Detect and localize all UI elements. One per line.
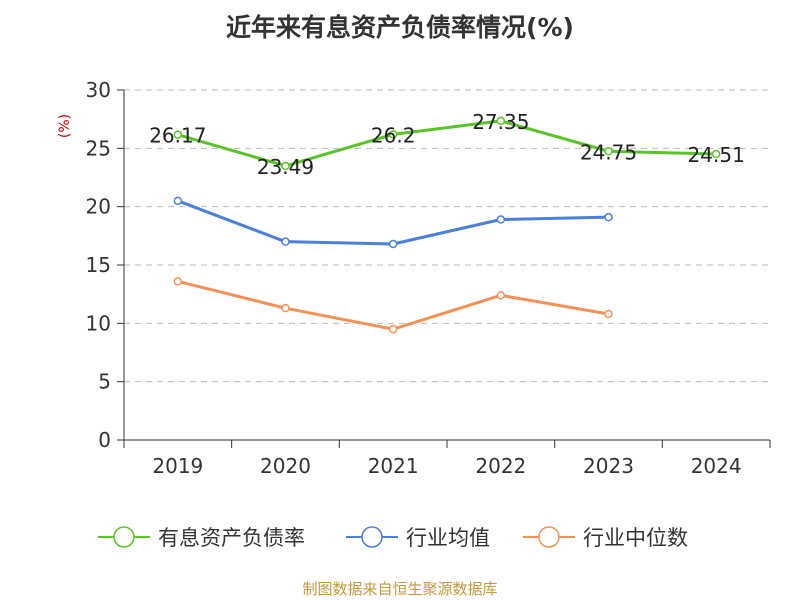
x-tick-label: 2019 bbox=[152, 454, 203, 478]
x-tick-label: 2024 bbox=[691, 454, 742, 478]
legend-item: 有息资产负债率 bbox=[98, 526, 305, 550]
x-tick-label: 2022 bbox=[475, 454, 526, 478]
data-point bbox=[604, 147, 613, 156]
data-label: 27.35 bbox=[472, 110, 529, 134]
legend-label: 有息资产负债率 bbox=[158, 526, 305, 550]
series-line bbox=[177, 199, 609, 246]
data-label: 26.17 bbox=[149, 124, 206, 148]
data-point bbox=[281, 303, 290, 313]
data-labels: 26.17 23.49 26.2 27.35 24.75 24.51 bbox=[149, 110, 745, 179]
x-tick-label: 2023 bbox=[583, 454, 634, 478]
data-point bbox=[281, 161, 290, 171]
data-label: 24.75 bbox=[580, 140, 637, 164]
legend-label: 行业均值 bbox=[406, 526, 490, 550]
data-point bbox=[173, 196, 183, 206]
legend-swatch-marker bbox=[361, 526, 383, 548]
data-point bbox=[604, 212, 613, 222]
chart-title: 近年来有息资产负债率情况(%) bbox=[226, 13, 574, 42]
data-label: 24.51 bbox=[688, 143, 745, 167]
x-tick-label: 2021 bbox=[368, 454, 419, 478]
legend-item: 行业中位数 bbox=[523, 526, 688, 550]
y-tick-label: 10 bbox=[86, 311, 111, 335]
y-tick-label: 30 bbox=[86, 78, 111, 102]
legend-swatch-marker bbox=[538, 526, 560, 548]
y-tick-label: 5 bbox=[98, 370, 111, 394]
data-point bbox=[604, 309, 613, 319]
chart-source: 制图数据来自恒生聚源数据库 bbox=[302, 580, 498, 598]
data-point bbox=[496, 215, 506, 224]
data-point bbox=[281, 237, 290, 246]
data-label: 26.2 bbox=[371, 123, 416, 147]
legend-item: 行业均值 bbox=[346, 526, 490, 550]
grid-lines bbox=[124, 89, 770, 383]
data-point bbox=[388, 239, 398, 249]
x-tick-label: 2020 bbox=[260, 454, 311, 478]
legend: 有息资产负债率 行业均值 行业中位数 bbox=[98, 526, 688, 550]
data-point bbox=[173, 277, 183, 286]
y-tick-label: 20 bbox=[86, 195, 111, 219]
data-point bbox=[388, 324, 398, 334]
series bbox=[173, 116, 721, 334]
y-tick-label: 25 bbox=[86, 136, 111, 160]
axes: (%) 0 5 10 15 20 25 30 2019 2020 2021 2022 2023 2024 bbox=[57, 78, 771, 478]
data-point bbox=[496, 291, 506, 300]
data-point bbox=[496, 116, 506, 126]
series-line bbox=[177, 279, 609, 331]
legend-label: 行业中位数 bbox=[583, 526, 688, 550]
y-axis-label: (%) bbox=[57, 114, 73, 138]
y-tick-label: 15 bbox=[86, 253, 111, 277]
y-tick-label: 0 bbox=[98, 428, 111, 452]
data-point bbox=[711, 149, 721, 159]
data-point bbox=[173, 130, 183, 139]
data-point bbox=[388, 130, 398, 139]
data-label: 23.49 bbox=[257, 155, 314, 179]
series-line bbox=[177, 119, 717, 168]
legend-swatch-marker bbox=[113, 526, 135, 548]
